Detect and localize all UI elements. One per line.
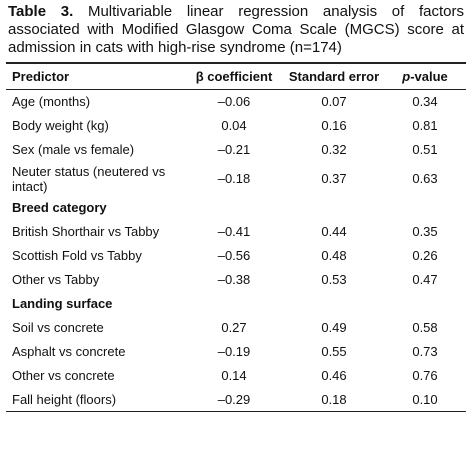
caption-label: Table 3. (8, 3, 74, 20)
value-cell: 0.16 (321, 118, 347, 133)
predictor-cell: Other vs Tabby (12, 272, 100, 287)
header-text: Standard error (288, 69, 380, 84)
header-cell: p-value (384, 63, 466, 90)
value-cell: 0.76 (412, 368, 438, 383)
header-text: Predictor (12, 69, 70, 84)
header-cell: Predictor (6, 63, 184, 90)
value-cell: 0.35 (412, 224, 438, 239)
page: Table 3. Multivariable linear regression… (0, 3, 472, 453)
predictor-cell: Body weight (kg) (12, 118, 109, 133)
header-text: β coefficient (195, 69, 273, 84)
value-cell: 0.55 (321, 344, 347, 359)
value-cell: 0.73 (412, 344, 438, 359)
value-cell: 0.04 (221, 118, 247, 133)
value-cell: –0.56 (217, 248, 251, 263)
results-table: Predictor β coefficient Standard error p-va… (6, 62, 466, 412)
value-cell: –0.18 (217, 171, 251, 186)
value-cell: 0.47 (412, 272, 438, 287)
predictor-cell: Age (months) (12, 94, 91, 110)
value-cell: –0.21 (217, 142, 251, 157)
predictor-cell: British Shorthair vs Tabby (12, 224, 160, 239)
table-block: Table 3. Multivariable linear regression… (6, 3, 466, 412)
data-row: Scottish Fold vs Tabby –0.56 0.48 0.26 (6, 244, 466, 268)
header-text: p-value (402, 69, 448, 84)
data-row: Soil vs concrete 0.27 0.49 0.58 (6, 316, 466, 340)
table-header: Predictor β coefficient Standard error p-va… (6, 63, 466, 90)
value-cell: 0.58 (412, 320, 438, 335)
caption: Table 3. Multivariable linear regression… (6, 3, 466, 57)
predictor-cell: Neuter status (neutered vs intact) (12, 163, 166, 194)
section-row: Landing surface (6, 292, 466, 316)
data-row: Fall height (floors) –0.29 0.18 0.10 (6, 388, 466, 412)
section-row: Breed category (6, 196, 466, 220)
header-cell: β coefficient (184, 63, 284, 90)
section-label: Breed category (12, 200, 107, 215)
predictor-cell: Asphalt vs concrete (12, 344, 126, 359)
value-cell: 0.53 (321, 272, 347, 287)
value-cell: 0.14 (221, 368, 247, 383)
predictor-cell: Other vs concrete (12, 368, 115, 383)
data-row: Other vs Tabby –0.38 0.53 0.47 (6, 268, 466, 292)
header-cell: Standard error (284, 63, 384, 90)
value-cell: 0.49 (321, 320, 347, 335)
value-cell: 0.51 (412, 142, 438, 157)
table-body: Age (months) –0.06 0.07 0.34 Body weight (kg… (6, 90, 466, 412)
value-cell: 0.63 (412, 171, 438, 186)
data-row: Sex (male vs female) –0.21 0.32 0.51 (6, 138, 466, 162)
data-row: Other vs concrete 0.14 0.46 0.76 (6, 364, 466, 388)
value-cell: –0.38 (217, 272, 251, 287)
value-cell: –0.06 (217, 94, 251, 110)
predictor-cell: Soil vs concrete (12, 320, 104, 335)
data-row: Body weight (kg) 0.04 0.16 0.81 (6, 114, 466, 138)
data-row: British Shorthair vs Tabby –0.41 0.44 0.35 (6, 220, 466, 244)
value-cell: 0.37 (321, 171, 347, 186)
value-cell: 0.48 (321, 248, 347, 263)
value-cell: –0.19 (217, 344, 251, 359)
header-row: Predictor β coefficient Standard error p-va… (6, 63, 466, 90)
predictor-cell: Scottish Fold vs Tabby (12, 248, 142, 263)
value-cell: 0.26 (412, 248, 438, 263)
predictor-cell: Sex (male vs female) (12, 142, 135, 157)
value-cell: –0.41 (217, 224, 251, 239)
data-row: Age (months) –0.06 0.07 0.34 (6, 90, 466, 114)
value-cell: 0.46 (321, 368, 347, 383)
value-cell: 0.27 (221, 320, 247, 335)
value-cell: 0.18 (321, 391, 347, 407)
data-row: Neuter status (neutered vs intact) –0.18 0… (6, 162, 466, 196)
value-cell: 0.10 (412, 391, 438, 407)
caption-text: Multivariable linear regression analysis… (8, 3, 464, 56)
value-cell: 0.81 (412, 118, 438, 133)
value-cell: 0.07 (321, 94, 347, 110)
value-cell: 0.32 (321, 142, 347, 157)
value-cell: 0.34 (412, 94, 438, 110)
value-cell: –0.29 (217, 391, 251, 407)
data-row: Asphalt vs concrete –0.19 0.55 0.73 (6, 340, 466, 364)
value-cell: 0.44 (321, 224, 347, 239)
section-label: Landing surface (12, 296, 113, 311)
predictor-cell: Fall height (floors) (12, 391, 117, 407)
